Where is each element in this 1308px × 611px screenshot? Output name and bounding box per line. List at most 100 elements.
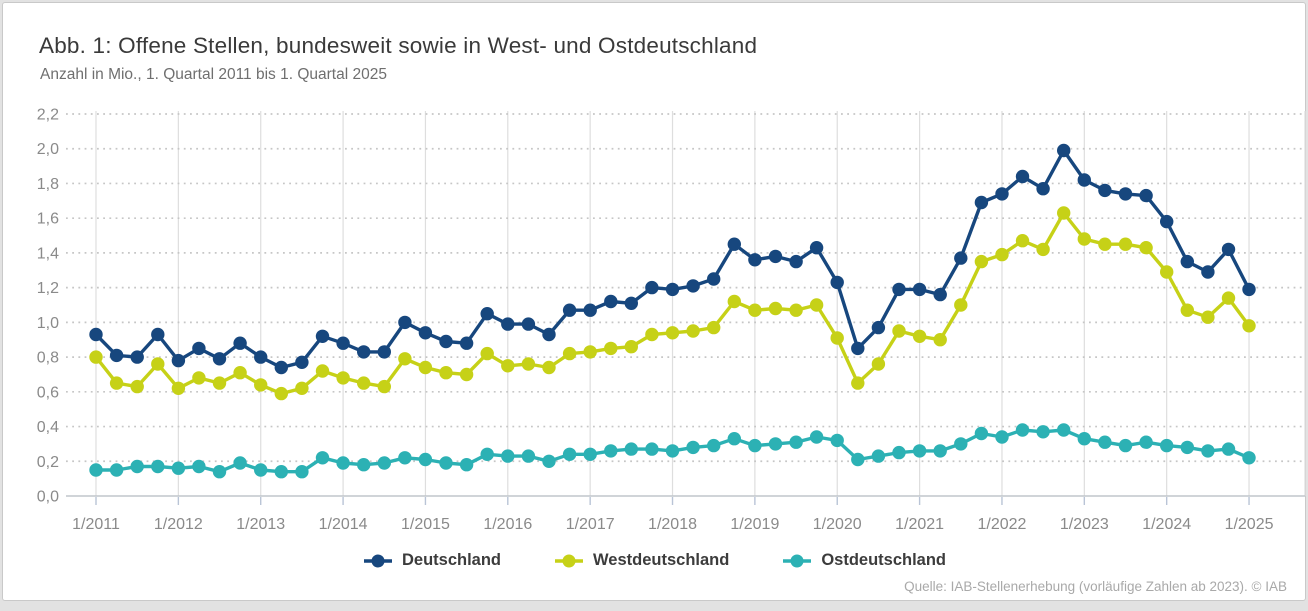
data-point: [583, 447, 597, 461]
data-point: [1057, 423, 1071, 437]
data-point: [315, 329, 330, 343]
svg-text:1,8: 1,8: [37, 176, 59, 193]
data-point: [233, 456, 247, 470]
svg-text:1/2025: 1/2025: [1225, 516, 1274, 533]
data-point: [274, 360, 288, 375]
data-point: [315, 364, 330, 378]
data-point: [727, 432, 741, 446]
data-point: [1036, 182, 1050, 196]
data-point: [109, 348, 124, 363]
data-point: [336, 336, 350, 350]
data-point: [665, 282, 680, 297]
data-point: [830, 331, 844, 345]
data-point: [254, 350, 268, 364]
data-point: [830, 275, 844, 290]
data-point: [1221, 242, 1236, 257]
data-point: [624, 296, 638, 310]
data-point: [1098, 435, 1112, 449]
data-point: [871, 320, 886, 335]
data-point: [89, 350, 103, 364]
svg-text:1/2018: 1/2018: [648, 516, 697, 533]
svg-text:0,4: 0,4: [37, 419, 59, 436]
svg-text:1/2023: 1/2023: [1060, 516, 1109, 533]
data-point: [295, 355, 309, 369]
data-point: [1118, 187, 1133, 201]
data-point: [418, 360, 433, 375]
data-point: [274, 465, 288, 479]
data-point: [1057, 143, 1071, 158]
data-point: [789, 303, 803, 317]
data-point: [1098, 237, 1112, 251]
x-axis-ticks: [95, 497, 1250, 505]
svg-text:1/2022: 1/2022: [977, 516, 1026, 533]
data-point: [707, 320, 721, 335]
data-point: [501, 359, 515, 373]
data-point: [995, 430, 1009, 444]
data-point: [439, 366, 453, 380]
legend-item-westdeutschland[interactable]: Westdeutschland: [553, 551, 729, 570]
data-point: [521, 449, 536, 463]
data-point: [583, 345, 597, 359]
data-point: [89, 327, 103, 342]
data-point: [1180, 440, 1195, 455]
svg-text:1/2016: 1/2016: [483, 516, 532, 533]
legend-label: Westdeutschland: [593, 551, 730, 569]
data-point: [1201, 444, 1215, 458]
legend-item-ostdeutschland[interactable]: Ostdeutschland: [781, 551, 946, 570]
data-point: [995, 247, 1009, 262]
chart-title: Abb. 1: Offene Stellen, bundesweit sowie…: [39, 33, 758, 58]
data-point: [521, 357, 536, 371]
data-point: [418, 452, 433, 467]
data-point: [1242, 282, 1256, 297]
data-point: [418, 326, 433, 340]
data-point: [295, 465, 309, 479]
data-point: [501, 317, 515, 331]
data-point: [171, 381, 186, 395]
data-point: [171, 461, 186, 475]
data-point: [954, 437, 968, 451]
svg-text:1/2015: 1/2015: [401, 516, 450, 533]
data-point: [604, 341, 618, 356]
data-point: [439, 456, 453, 470]
data-point: [624, 442, 638, 456]
data-point: [954, 251, 968, 265]
data-point: [665, 326, 680, 340]
data-point: [315, 451, 330, 465]
svg-text:1/2024: 1/2024: [1142, 516, 1191, 533]
data-point: [336, 456, 350, 470]
data-point: [89, 463, 103, 477]
data-point: [727, 237, 741, 251]
data-point: [130, 379, 144, 394]
legend-item-deutschland[interactable]: Deutschland: [362, 551, 501, 570]
data-point: [192, 341, 206, 356]
data-point: [1077, 432, 1092, 446]
data-point: [686, 324, 700, 338]
data-point: [480, 447, 494, 461]
data-point: [974, 426, 989, 441]
data-point: [789, 435, 803, 449]
data-point: [480, 346, 494, 361]
series-deutschland: [89, 143, 1256, 375]
data-point: [851, 341, 865, 356]
svg-text:2,0: 2,0: [37, 141, 59, 158]
data-point: [459, 336, 474, 350]
data-point: [645, 442, 659, 456]
data-point: [1015, 234, 1030, 248]
legend-label: Ostdeutschland: [821, 551, 947, 569]
data-point: [892, 282, 906, 297]
svg-text:1,6: 1,6: [37, 211, 59, 228]
data-point: [1221, 291, 1236, 305]
data-point: [336, 371, 350, 385]
data-point: [954, 298, 968, 312]
data-point: [233, 366, 247, 380]
data-point: [974, 195, 989, 210]
data-point: [1015, 169, 1030, 184]
data-point: [789, 254, 803, 269]
data-point: [1015, 423, 1030, 437]
data-point: [1201, 310, 1215, 324]
data-point: [562, 447, 577, 461]
data-point: [1160, 265, 1174, 279]
data-point: [933, 444, 947, 458]
data-point: [542, 454, 556, 468]
